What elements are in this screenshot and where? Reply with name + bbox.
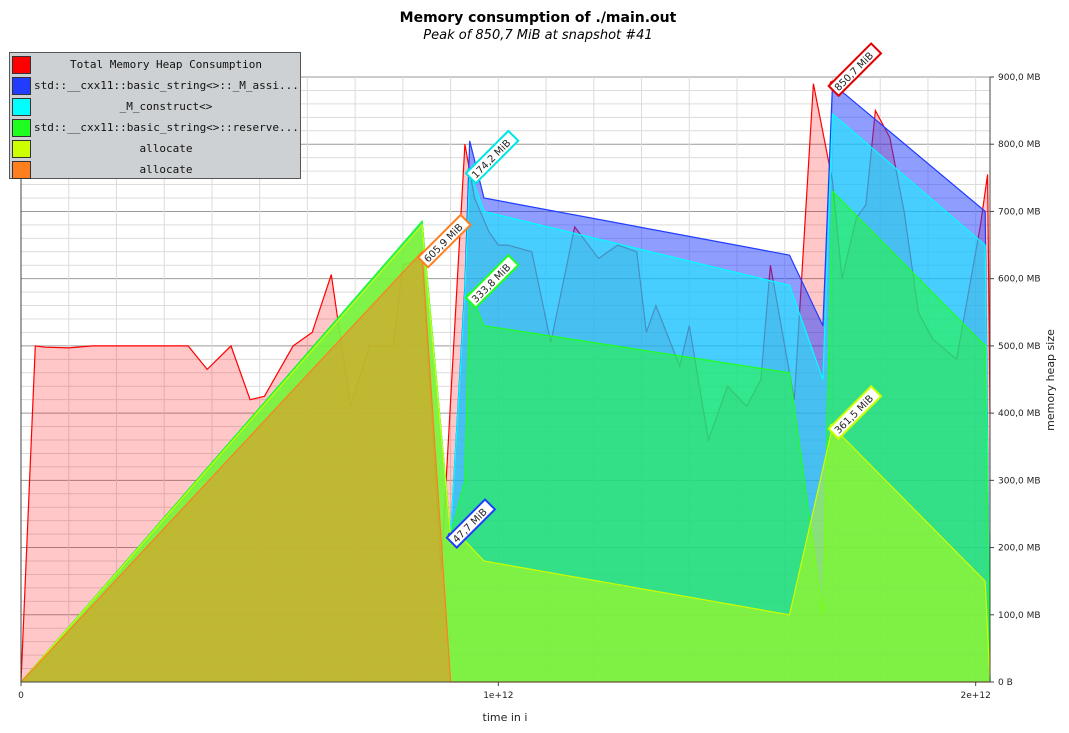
legend-swatch — [12, 119, 31, 137]
legend-item: allocate — [12, 160, 298, 180]
y-tick-label: 0 B — [998, 678, 1013, 688]
y-tick-label: 600,0 MB — [998, 275, 1041, 285]
legend-label: allocate — [34, 163, 298, 176]
chart-subtitle: Peak of 850,7 MiB at snapshot #41 — [423, 28, 652, 43]
legend-swatch — [12, 56, 31, 74]
y-tick-label: 400,0 MB — [998, 409, 1041, 419]
legend-swatch — [12, 77, 31, 95]
legend-item: std::__cxx11::basic_string<>::_M_assi... — [12, 76, 298, 96]
annotation-label: 850,7 MiB — [829, 44, 881, 96]
y-tick-label: 800,0 MB — [998, 140, 1041, 150]
y-tick-label: 500,0 MB — [998, 342, 1041, 352]
legend-label: Total Memory Heap Consumption — [34, 58, 298, 71]
chart-title: Memory consumption of ./main.out — [400, 10, 677, 26]
legend-item: Total Memory Heap Consumption — [12, 55, 298, 75]
x-tick-label: 0 — [18, 691, 24, 701]
y-tick-label: 900,0 MB — [998, 73, 1041, 83]
x-axis-label: time in i — [483, 711, 528, 724]
legend-label: allocate — [34, 142, 298, 155]
legend-swatch — [12, 161, 31, 179]
y-tick-label: 200,0 MB — [998, 544, 1041, 554]
y-tick-label: 700,0 MB — [998, 207, 1041, 217]
legend-swatch — [12, 98, 31, 116]
legend-item: std::__cxx11::basic_string<>::reserve... — [12, 118, 298, 138]
y-tick-label: 100,0 MB — [998, 611, 1041, 621]
legend-label: _M_construct<> — [34, 100, 298, 113]
legend-item: _M_construct<> — [12, 97, 298, 117]
y-axis-label: memory heap size — [1044, 329, 1057, 431]
x-tick-label: 1e+12 — [483, 691, 513, 701]
annotation-text: 850,7 MiB — [833, 50, 876, 93]
x-tick-label: 2e+12 — [961, 691, 991, 701]
legend-item: allocate — [12, 139, 298, 159]
legend-swatch — [12, 140, 31, 158]
y-tick-label: 300,0 MB — [998, 476, 1041, 486]
legend-label: std::__cxx11::basic_string<>::reserve... — [34, 121, 298, 134]
legend-label: std::__cxx11::basic_string<>::_M_assi... — [34, 79, 298, 92]
